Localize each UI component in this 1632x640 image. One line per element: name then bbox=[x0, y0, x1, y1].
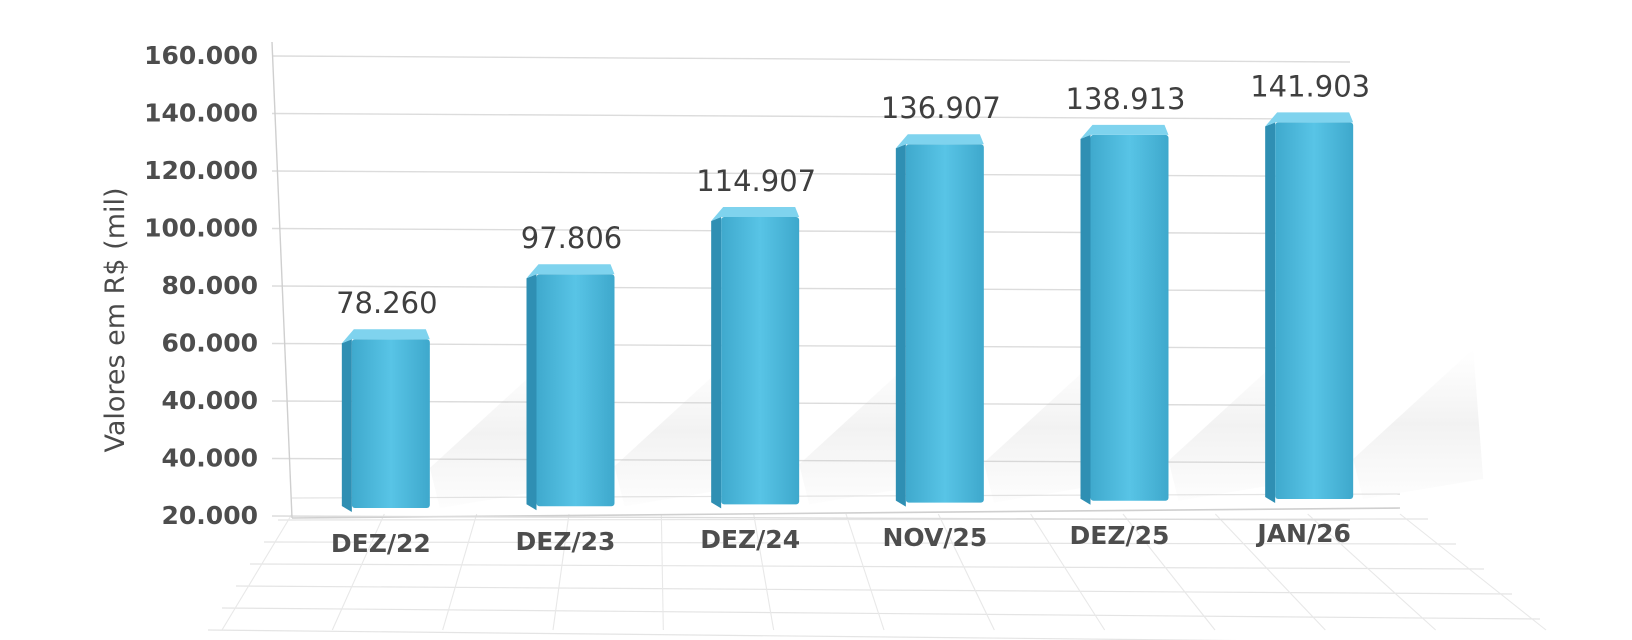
bar bbox=[1275, 122, 1354, 499]
bar bbox=[1090, 134, 1169, 501]
y-tick-label: 20.000 bbox=[162, 501, 258, 530]
gridline bbox=[271, 227, 1351, 235]
gridline bbox=[271, 112, 1351, 120]
floor-gridline bbox=[845, 513, 885, 631]
bar-side bbox=[1265, 122, 1276, 503]
floor-gridline bbox=[753, 513, 775, 631]
gridline bbox=[271, 55, 1351, 63]
bar-side bbox=[526, 274, 537, 511]
y-tick-label: 140.000 bbox=[144, 99, 258, 128]
floor-gridline bbox=[442, 513, 478, 631]
floor-gridline bbox=[660, 513, 664, 631]
bar-top bbox=[1265, 112, 1354, 127]
floor-gridline bbox=[221, 513, 293, 631]
floor-gridline bbox=[552, 513, 570, 631]
x-category-label: DEZ/24 bbox=[700, 525, 800, 554]
x-category-label: JAN/26 bbox=[1255, 519, 1351, 548]
bar-shadow bbox=[1353, 349, 1484, 499]
floor-gridline bbox=[1307, 513, 1437, 631]
bar-side bbox=[895, 144, 906, 507]
data-label: 114.907 bbox=[696, 164, 816, 198]
data-label: 138.913 bbox=[1066, 82, 1186, 116]
y-tick-label: 40.000 bbox=[162, 386, 258, 415]
x-category-label: DEZ/22 bbox=[331, 529, 431, 558]
data-labels: 78.260 97.806 114.907 136.907 138.913 141.903 bbox=[336, 69, 1370, 320]
bar-side bbox=[711, 217, 722, 509]
y-tick-label: 80.000 bbox=[162, 271, 258, 300]
bar bbox=[905, 144, 984, 503]
y-axis-ticks: 20.000 40.000 40.000 60.000 80.000 100.000 120… bbox=[144, 41, 258, 530]
bars bbox=[341, 112, 1354, 512]
y-tick-label: 160.000 bbox=[144, 41, 258, 70]
bar bbox=[721, 217, 800, 505]
gridline bbox=[271, 170, 1351, 178]
gridline bbox=[271, 342, 1351, 349]
floor-gridline bbox=[331, 513, 385, 631]
bar-top bbox=[341, 329, 430, 344]
gridline bbox=[271, 515, 1351, 521]
x-category-label: NOV/25 bbox=[882, 523, 987, 552]
x-axis-categories: DEZ/22 DEZ/23 DEZ/24 NOV/25 DEZ/25 JAN/26 bbox=[331, 519, 1351, 558]
floor-gridline bbox=[937, 513, 995, 631]
floor-gridline bbox=[207, 629, 1238, 640]
data-label: 141.903 bbox=[1250, 69, 1370, 103]
bar-top bbox=[526, 264, 615, 279]
bar-top bbox=[1080, 124, 1169, 139]
floor-gridline bbox=[235, 585, 1513, 595]
gridline bbox=[271, 400, 1351, 407]
y-tick-label: 120.000 bbox=[144, 156, 258, 185]
floor-gridline bbox=[221, 607, 1541, 620]
floor-gridline bbox=[1122, 513, 1216, 631]
chart-floor bbox=[207, 493, 1547, 640]
bar-top bbox=[895, 134, 984, 149]
y-tick-label: 60.000 bbox=[162, 329, 258, 358]
gridline bbox=[271, 285, 1351, 292]
x-category-label: DEZ/25 bbox=[1070, 521, 1170, 550]
bar-side bbox=[341, 339, 352, 512]
x-category-label: DEZ/23 bbox=[516, 527, 616, 556]
data-label: 97.806 bbox=[521, 221, 622, 255]
y-axis-title: Valores em R$ (mil) bbox=[100, 187, 131, 452]
floor-gridline bbox=[263, 541, 1457, 545]
y-axis-line bbox=[271, 41, 293, 519]
y-tick-label: 100.000 bbox=[144, 214, 258, 243]
data-label: 136.907 bbox=[881, 91, 1001, 125]
y-tick-label: 40.000 bbox=[162, 444, 258, 473]
floor-gridline bbox=[1214, 513, 1326, 631]
bar-side bbox=[1080, 134, 1091, 505]
floor-gridline bbox=[249, 563, 1485, 570]
bar bbox=[351, 339, 430, 508]
data-label: 78.260 bbox=[336, 286, 437, 320]
bar bbox=[536, 274, 615, 507]
floor-gridline bbox=[1399, 513, 1547, 631]
floor-gridline bbox=[1030, 513, 1106, 631]
bar-top bbox=[711, 207, 800, 222]
